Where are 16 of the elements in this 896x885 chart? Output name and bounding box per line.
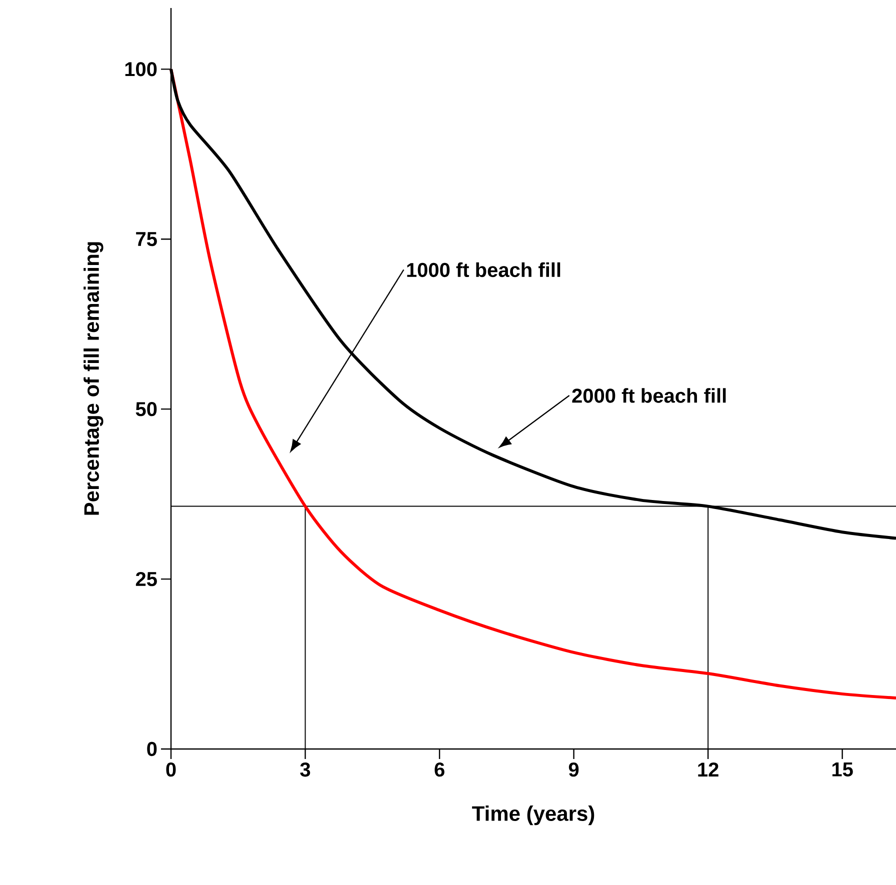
annotation: 2000 ft beach fill — [572, 388, 726, 403]
x-tick-label: 0 — [166, 762, 176, 777]
annotation: 1000 ft beach fill — [407, 262, 560, 278]
x-tick-label: 9 — [568, 762, 579, 777]
x-tick-label: 6 — [434, 762, 444, 777]
x-tick-label: 15 — [832, 762, 853, 776]
y-axis-title: Percentage of fill remaining — [84, 242, 104, 515]
y-tick-label: 0 — [147, 742, 157, 756]
y-tick-label: 25 — [136, 572, 157, 586]
y-tick-label: 50 — [136, 402, 157, 416]
y-tick-label: 75 — [136, 232, 157, 246]
line-series — [170, 68, 896, 700]
x-tick-label: 3 — [300, 762, 310, 777]
y-tick-label: 100 — [125, 62, 157, 76]
x-axis-title: Time (years) — [472, 806, 594, 826]
x-tick-label: 12 — [698, 762, 718, 776]
